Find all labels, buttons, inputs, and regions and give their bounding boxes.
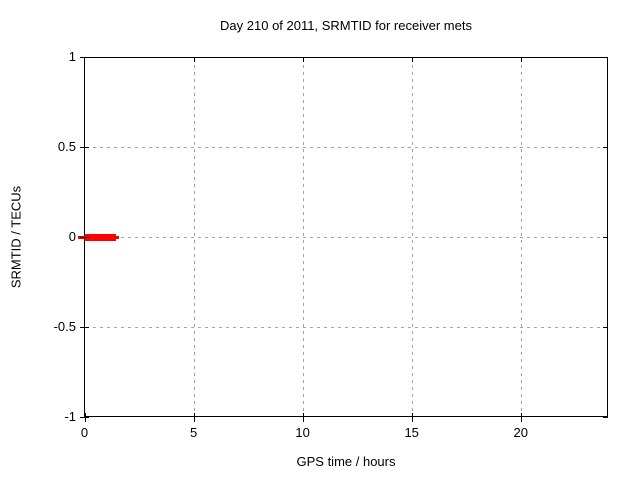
series-line-segment xyxy=(115,235,120,239)
chart-title: Day 210 of 2011, SRMTID for receiver met… xyxy=(220,18,472,33)
y-tick-mirror xyxy=(603,57,608,58)
y-tick-mirror xyxy=(603,327,608,328)
y-tick-label: -1 xyxy=(64,409,76,424)
y-tick xyxy=(80,57,89,58)
y-tick-mirror xyxy=(603,237,608,238)
y-tick xyxy=(80,417,89,418)
x-tick-mirror xyxy=(520,57,522,62)
x-tick xyxy=(520,413,522,422)
x-tick-label: 10 xyxy=(295,425,310,440)
y-tick-label: -0.5 xyxy=(53,319,76,334)
x-tick xyxy=(302,413,304,422)
series-line-segment xyxy=(84,233,116,241)
x-axis-label: GPS time / hours xyxy=(296,454,396,469)
y-tick-label: 0 xyxy=(68,229,76,244)
x-tick-mirror xyxy=(193,57,195,62)
x-tick-label: 5 xyxy=(189,425,198,440)
y-tick xyxy=(80,327,89,328)
x-tick-mirror xyxy=(411,57,413,62)
y-tick-label: 0.5 xyxy=(57,139,76,154)
y-tick xyxy=(80,237,89,238)
x-tick xyxy=(411,413,413,422)
y-gridline xyxy=(85,327,607,328)
x-tick-mirror xyxy=(302,57,304,62)
y-gridline xyxy=(85,237,607,238)
x-tick-label: 15 xyxy=(404,425,419,440)
y-gridline xyxy=(85,147,607,148)
x-tick-label: 20 xyxy=(513,425,528,440)
x-tick xyxy=(193,413,195,422)
x-tick-label: 0 xyxy=(80,425,89,440)
y-tick xyxy=(80,147,89,148)
y-tick-mirror xyxy=(603,417,608,418)
y-tick-label: 1 xyxy=(68,49,76,64)
y-tick-mirror xyxy=(603,147,608,148)
